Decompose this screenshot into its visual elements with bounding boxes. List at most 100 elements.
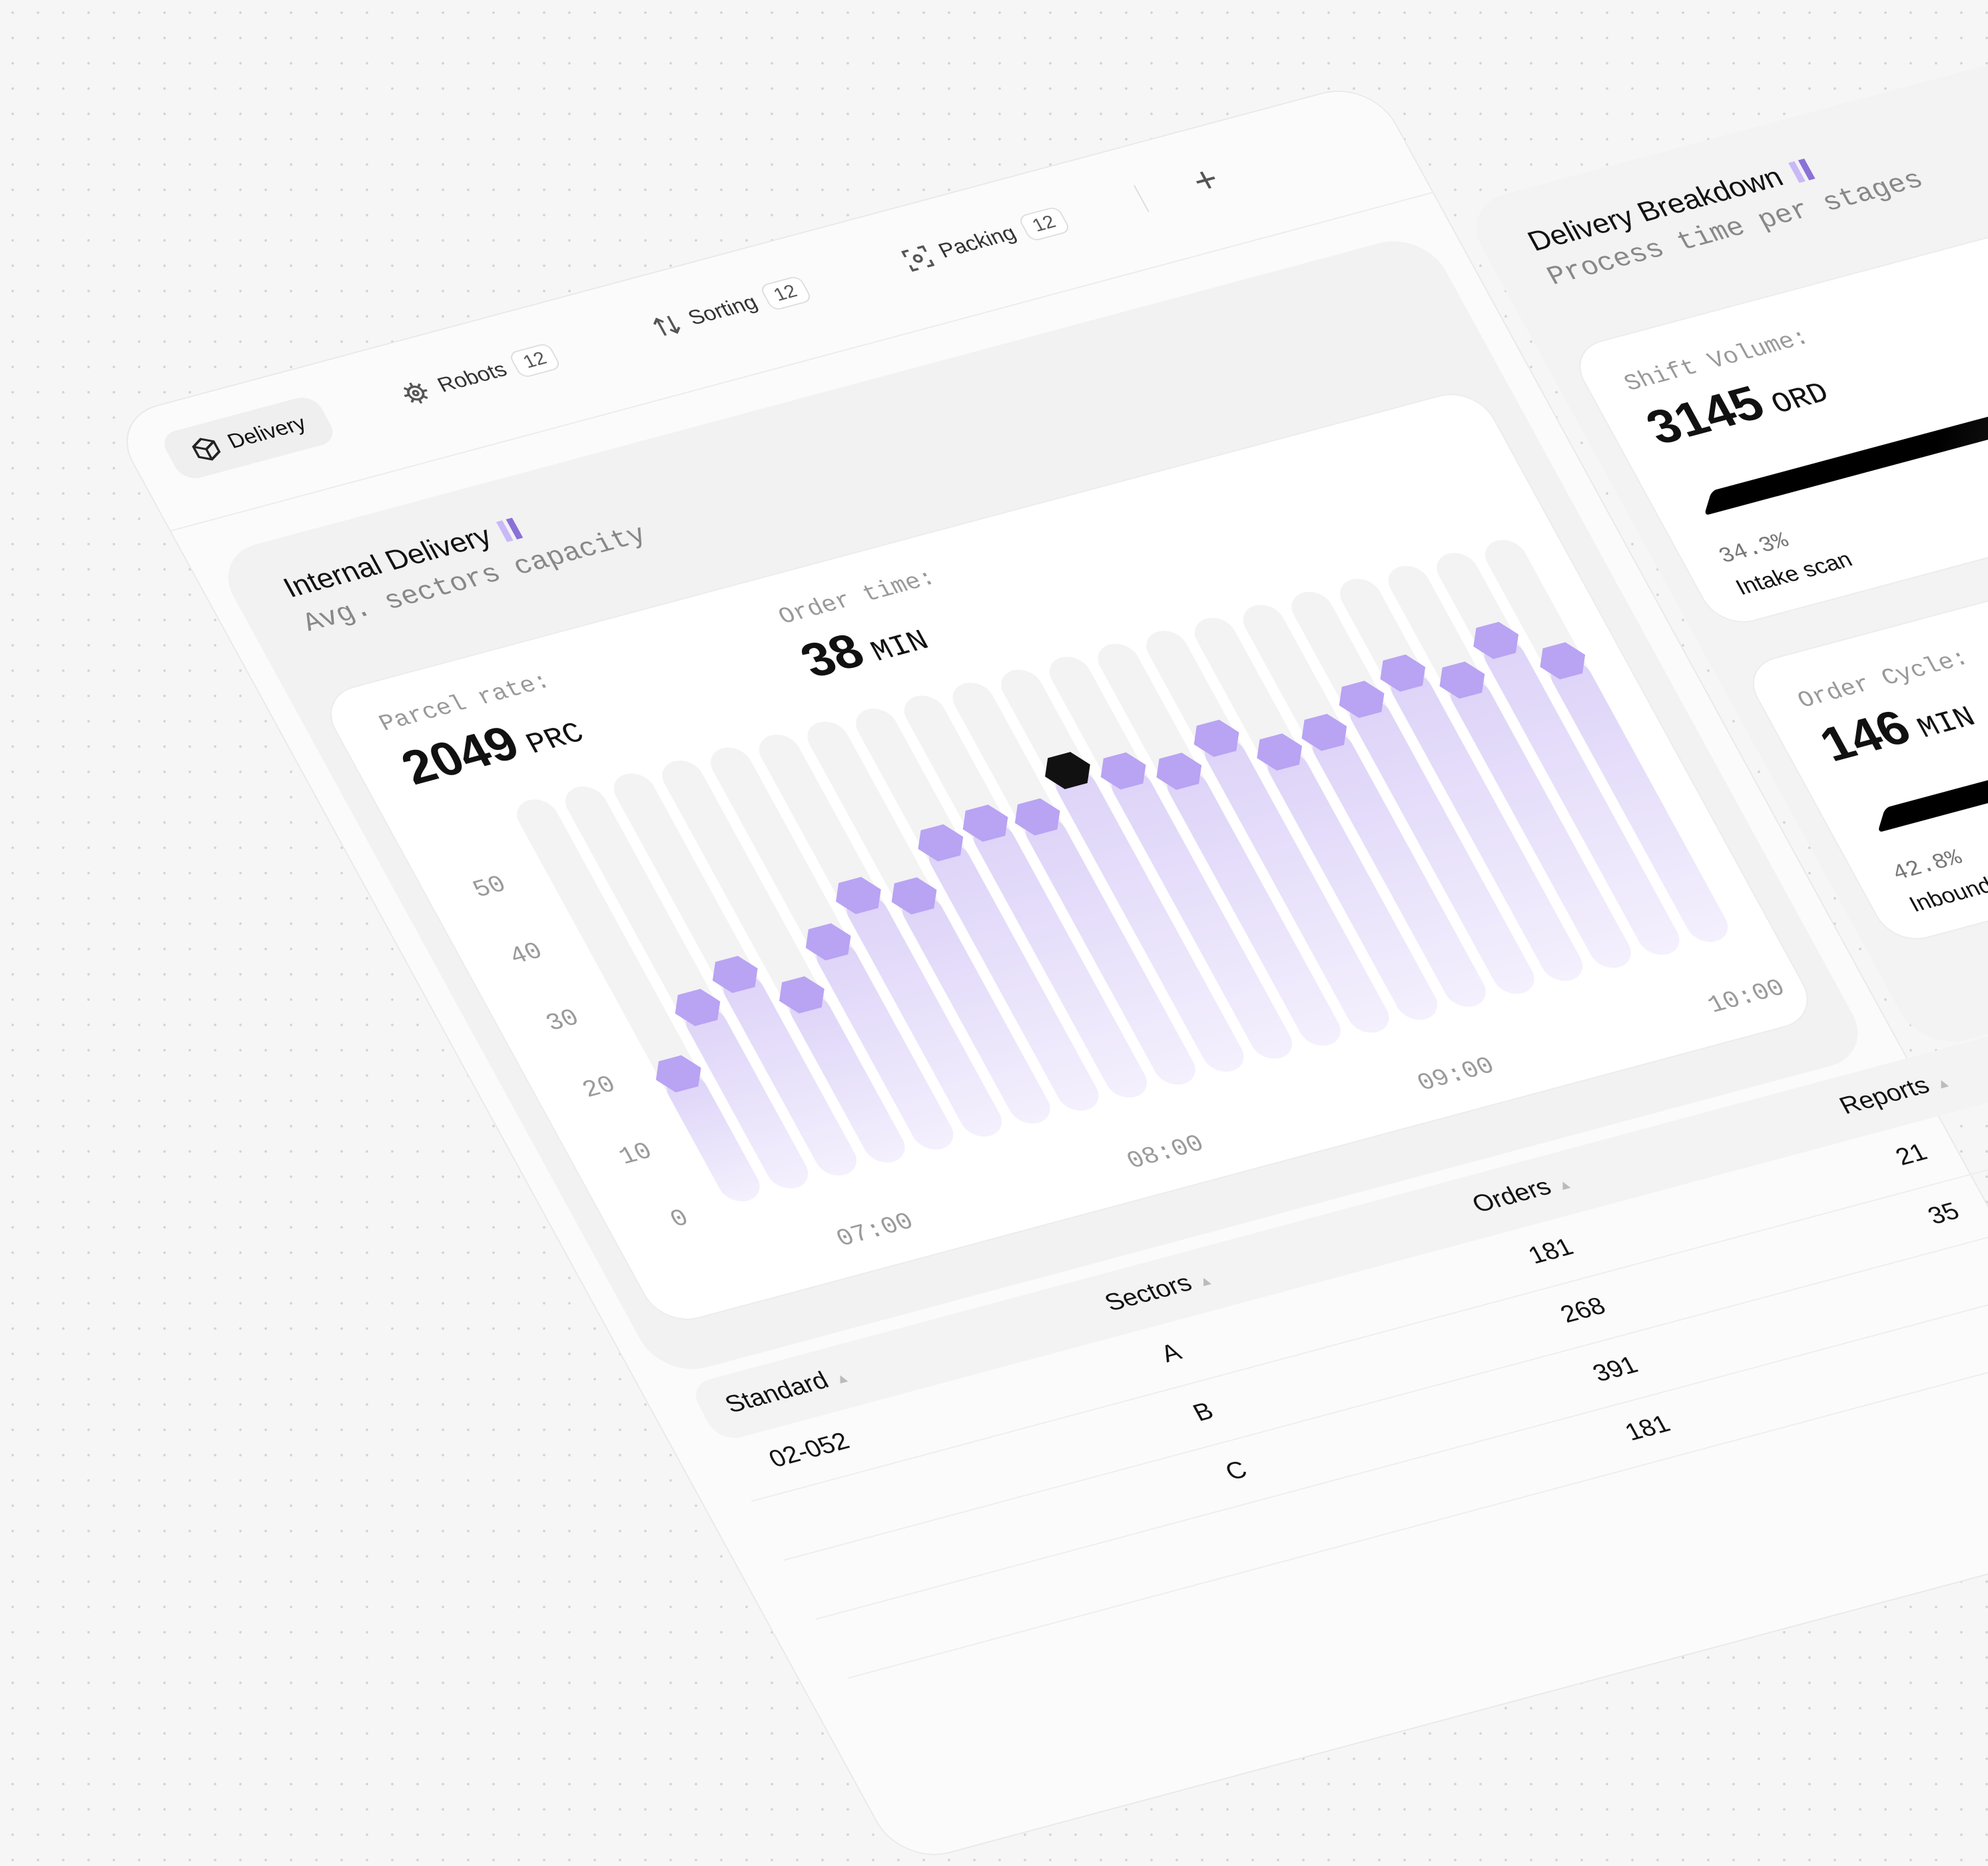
table-cell: 02-052 — [765, 1428, 854, 1474]
tab-label: Delivery — [223, 411, 310, 453]
bar-fill — [973, 822, 1147, 1098]
bar-marker — [1100, 752, 1146, 790]
bar-fill — [1167, 771, 1341, 1046]
x-tick-label: 07:00 — [832, 1208, 919, 1253]
bar-marker — [1439, 661, 1485, 699]
dashboard: Delivery Robots 12 Sorting 12 Packing 12 + Inte… — [108, 0, 1988, 1866]
tick-mark — [587, 1012, 595, 1014]
sort-icon: ▴ — [1555, 1174, 1573, 1193]
add-tab[interactable]: + — [1185, 158, 1227, 202]
bar-fill — [1056, 769, 1244, 1072]
bar-marker — [1193, 719, 1239, 757]
table-cell: 35 — [1923, 1198, 1965, 1230]
header-cell[interactable]: Orders▴ — [1468, 1169, 1574, 1219]
bar-fill — [1450, 679, 1631, 968]
header-cell[interactable]: Sectors▴ — [1100, 1265, 1215, 1318]
header-text: Standard — [721, 1367, 834, 1419]
tab-icon — [186, 433, 226, 465]
header-cell[interactable]: Reports▴ — [1835, 1068, 1953, 1121]
metric-unit: ORD — [1766, 378, 1836, 422]
sort-icon: ▴ — [832, 1368, 850, 1387]
tab-label: Robots — [433, 357, 511, 396]
tab-count: 12 — [758, 275, 813, 312]
bar-marker — [805, 923, 851, 961]
header-cell[interactable]: Standard▴ — [721, 1363, 852, 1420]
highlight-marker — [1045, 752, 1090, 790]
bar-marker — [1540, 642, 1586, 680]
bar-fill — [1550, 660, 1728, 942]
bar-fill — [685, 1006, 809, 1189]
stat-unit: MIN — [866, 625, 936, 670]
y-tick-label: 30 — [541, 1004, 585, 1038]
bar-fill — [667, 1073, 760, 1201]
bar-marker — [712, 956, 758, 994]
bar-fill — [1112, 770, 1293, 1059]
bar-marker — [1014, 798, 1060, 836]
table-cell: A — [1156, 1339, 1187, 1369]
tab-icon — [646, 310, 687, 342]
bar-fill — [1484, 639, 1680, 955]
metric-unit: MIN — [1912, 702, 1982, 747]
bar-fill — [902, 895, 1050, 1124]
bar-marker — [918, 824, 964, 862]
bar-marker — [1301, 713, 1347, 751]
bar-fill — [1350, 699, 1534, 994]
tick-mark — [660, 1145, 667, 1147]
badge — [496, 517, 523, 541]
table-cell: 391 — [1588, 1352, 1643, 1388]
sort-icon: ▴ — [1196, 1271, 1213, 1290]
bar-marker — [655, 1055, 701, 1093]
y-tick-label: 40 — [505, 938, 548, 971]
tab-label: Packing — [934, 220, 1020, 262]
tab[interactable]: Packing 12 — [868, 188, 1100, 291]
y-tick-label: 0 — [665, 1205, 694, 1234]
y-tick-label: 10 — [614, 1138, 657, 1171]
bar-fill — [1312, 731, 1486, 1007]
bar-fill — [1026, 816, 1195, 1085]
tab-label: Sorting — [683, 290, 761, 330]
tick-mark — [514, 878, 521, 880]
tab[interactable]: Sorting 12 — [618, 258, 841, 359]
tick-mark — [697, 1212, 704, 1214]
bar-marker — [675, 988, 721, 1026]
y-tick-label: 20 — [578, 1072, 621, 1105]
divider — [1132, 184, 1149, 212]
table-cell: 21 — [1891, 1139, 1932, 1171]
x-tick-label: 09:00 — [1413, 1052, 1500, 1097]
sort-icon: ▴ — [1933, 1073, 1951, 1092]
stat-unit: PRC — [521, 718, 591, 763]
bar-marker — [779, 976, 825, 1014]
table-cell: 181 — [1620, 1410, 1676, 1446]
bar-marker — [1339, 681, 1385, 719]
bar-marker — [836, 876, 881, 914]
tab[interactable]: Robots 12 — [368, 325, 591, 426]
metric-number: 146 — [1811, 701, 1920, 773]
table-cell: 268 — [1556, 1293, 1611, 1329]
tab[interactable]: Delivery — [157, 393, 340, 482]
tab-bar: Delivery Robots 12 Sorting 12 Packing 12 + — [157, 154, 1229, 482]
stat: Parcel rate: 2049PRC — [374, 667, 591, 796]
bar-fill — [928, 842, 1099, 1111]
chart: 0 10 20 30 40 50 07:00 08:00 09:00 10:00 — [468, 539, 1790, 1253]
bar-fill — [817, 941, 954, 1149]
tab-icon — [897, 242, 938, 274]
y-tick-label: 50 — [468, 871, 511, 904]
table-cell: 181 — [1524, 1234, 1578, 1270]
bar-fill — [846, 894, 1002, 1137]
table-cell: C — [1221, 1456, 1253, 1486]
x-tick-label: 10:00 — [1703, 974, 1790, 1019]
bar-fill — [1204, 737, 1389, 1033]
bar-marker — [1473, 621, 1519, 659]
panel-header: Delivery Breakdown Process time per stag… — [1522, 129, 1929, 292]
tab-count: 12 — [507, 342, 562, 379]
table-cell: B — [1188, 1398, 1219, 1427]
header-text: Reports — [1835, 1072, 1935, 1120]
bar-marker — [1257, 733, 1303, 771]
header-text: Sectors — [1100, 1270, 1197, 1317]
tick-mark — [551, 946, 558, 948]
stat-number: 38 — [792, 624, 874, 689]
tick-mark — [623, 1079, 631, 1081]
stat: Order time: 38MIN — [774, 565, 973, 689]
bar-fill — [723, 974, 856, 1175]
